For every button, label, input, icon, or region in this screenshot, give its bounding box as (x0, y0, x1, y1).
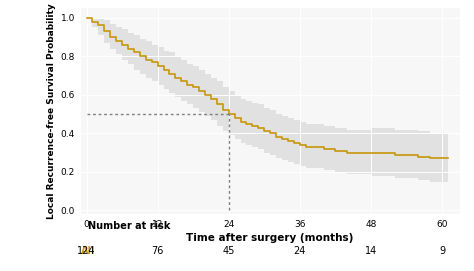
Text: Number at risk: Number at risk (88, 221, 171, 231)
Text: 14: 14 (365, 246, 377, 256)
Text: 45: 45 (222, 246, 235, 256)
Text: 124: 124 (77, 246, 96, 256)
Y-axis label: Local Recurrence-free Survival Probability: Local Recurrence-free Survival Probabili… (47, 3, 56, 219)
Text: 24: 24 (293, 246, 306, 256)
Text: 76: 76 (151, 246, 164, 256)
X-axis label: Time after surgery (months): Time after surgery (months) (186, 233, 354, 243)
Text: All: All (81, 246, 95, 256)
Text: 9: 9 (439, 246, 445, 256)
